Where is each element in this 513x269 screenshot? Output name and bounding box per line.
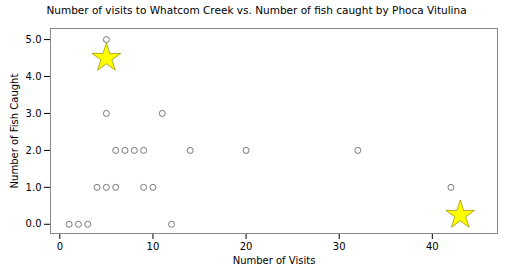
svg-text:0: 0 [57, 241, 63, 252]
html-text:Number of visits to Whatcom Cr: Number of visits to Whatcom Creek vs. Nu… [46, 4, 467, 16]
svg-text:Number of Fish Caught: Number of Fish Caught [9, 74, 20, 189]
svg-text:5.0: 5.0 [26, 34, 42, 45]
svg-text:1.0: 1.0 [26, 182, 42, 193]
svg-text:30: 30 [333, 241, 346, 252]
svg-text:40: 40 [426, 241, 439, 252]
svg-text:4.0: 4.0 [26, 71, 42, 82]
svg-text:2.0: 2.0 [26, 145, 42, 156]
svg-text:0.0: 0.0 [26, 218, 42, 229]
svg-text:10: 10 [147, 241, 160, 252]
svg-text:3.0: 3.0 [26, 108, 42, 119]
svg-text:Number of Visits: Number of Visits [233, 255, 316, 266]
svg-text:20: 20 [240, 241, 253, 252]
